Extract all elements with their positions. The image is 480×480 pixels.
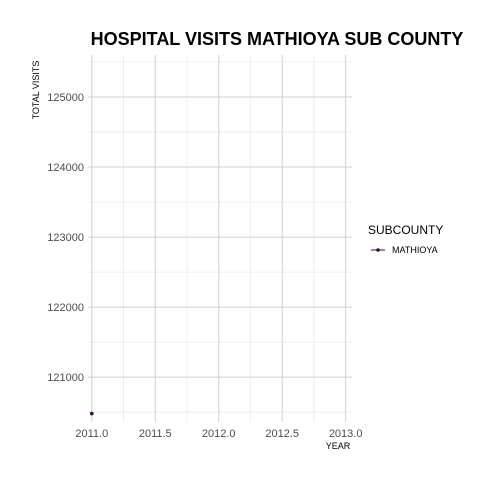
x-tick-label: 2011.0 <box>75 428 108 440</box>
legend-key-point <box>376 248 380 252</box>
grid-minor <box>88 55 352 422</box>
chart-title: HOSPITAL VISITS MATHIOYA SUB COUNTY <box>91 29 464 49</box>
series-layer <box>90 411 94 416</box>
legend-items: MATHIOYA <box>371 245 438 255</box>
legend: SUBCOUNTY MATHIOYA <box>368 223 443 255</box>
y-axis-title: TOTAL VISITS <box>31 61 41 120</box>
grid-major <box>88 55 352 422</box>
x-tick-labels: 2011.0 2011.5 2012.0 2012.5 2013.0 <box>75 428 362 440</box>
data-point <box>90 411 94 416</box>
x-tick-label: 2012.5 <box>265 428 299 440</box>
x-tick-label: 2012.0 <box>202 428 236 440</box>
legend-label: MATHIOYA <box>392 245 438 255</box>
y-tick-label: 123000 <box>47 232 84 244</box>
y-tick-label: 125000 <box>47 92 84 104</box>
x-tick-label: 2011.5 <box>139 428 172 440</box>
x-tick-label: 2013.0 <box>329 428 363 440</box>
x-axis-title: YEAR <box>326 441 351 451</box>
y-tick-label: 122000 <box>47 302 84 314</box>
y-tick-label: 124000 <box>47 162 84 174</box>
y-tick-label: 121000 <box>47 372 84 384</box>
legend-title: SUBCOUNTY <box>368 223 443 237</box>
y-tick-labels: 121000 122000 123000 124000 125000 <box>47 92 84 384</box>
